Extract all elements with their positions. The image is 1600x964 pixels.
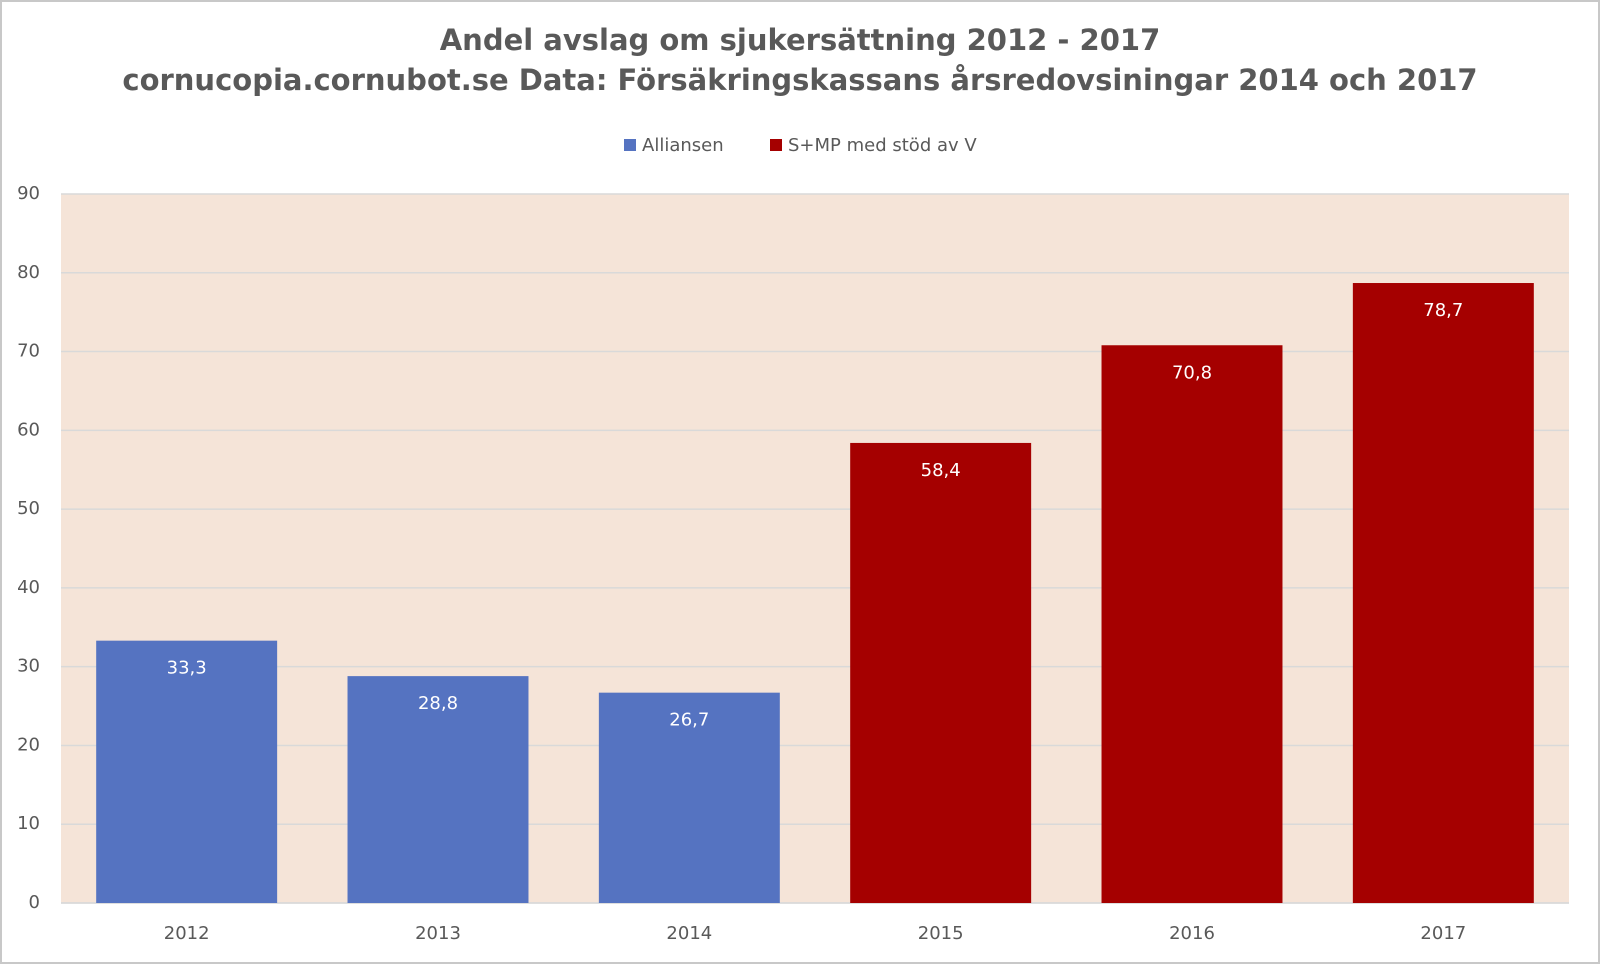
- y-tick-label: 10: [17, 813, 40, 834]
- x-tick-label: 2017: [1420, 923, 1466, 944]
- bar: [1101, 345, 1283, 904]
- y-tick-label: 20: [17, 734, 40, 755]
- value-label: 28,8: [418, 693, 458, 714]
- x-tick-label: 2014: [666, 923, 712, 944]
- bar: [598, 692, 780, 903]
- bar: [850, 442, 1032, 903]
- value-label: 58,4: [921, 460, 961, 481]
- x-tick-label: 2013: [415, 923, 461, 944]
- chart-subtitle: cornucopia.cornubot.se Data: Försäkrings…: [122, 63, 1477, 97]
- value-label: 26,7: [669, 710, 709, 731]
- y-tick-label: 80: [17, 262, 40, 283]
- bar: [347, 676, 529, 903]
- legend: Alliansen S+MP med stöd av V: [624, 135, 977, 156]
- y-tick-label: 50: [17, 498, 40, 519]
- bar: [96, 640, 278, 903]
- plot-area: [61, 194, 1569, 903]
- y-tick-label: 0: [29, 892, 40, 913]
- y-tick-label: 90: [17, 183, 40, 204]
- y-tick-label: 60: [17, 419, 40, 440]
- value-label: 33,3: [167, 658, 207, 679]
- legend-swatch: [770, 139, 782, 151]
- x-tick-label: 2015: [918, 923, 964, 944]
- value-label: 78,7: [1423, 300, 1463, 321]
- x-tick-label: 2016: [1169, 923, 1215, 944]
- x-tick-label: 2012: [164, 923, 210, 944]
- y-tick-label: 70: [17, 341, 40, 362]
- bar: [1352, 283, 1534, 903]
- chart-title: Andel avslag om sjukersättning 2012 - 20…: [440, 23, 1161, 57]
- legend-label: S+MP med stöd av V: [788, 135, 977, 156]
- y-tick-label: 40: [17, 577, 40, 598]
- value-label: 70,8: [1172, 362, 1212, 383]
- y-tick-label: 30: [17, 656, 40, 677]
- legend-swatch: [624, 139, 636, 151]
- legend-label: Alliansen: [642, 135, 724, 156]
